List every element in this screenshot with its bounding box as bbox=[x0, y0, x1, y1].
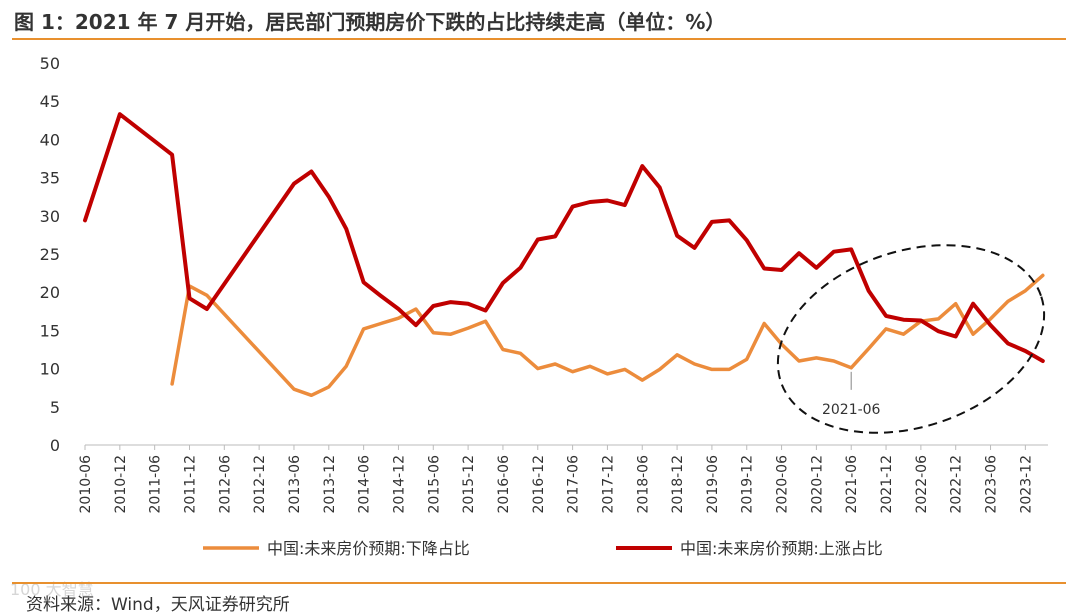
x-tick-label: 2013-06 bbox=[287, 455, 303, 514]
y-tick-label: 20 bbox=[40, 283, 60, 302]
source-note: 资料来源：Wind，天风证券研究所 bbox=[26, 595, 290, 615]
source-divider bbox=[12, 582, 1066, 584]
y-tick-label: 45 bbox=[40, 92, 60, 111]
x-tick-label: 2016-12 bbox=[531, 455, 547, 514]
x-tick-label: 2010-06 bbox=[78, 455, 94, 514]
x-tick-label: 2015-06 bbox=[426, 455, 442, 514]
x-tick-label: 2012-12 bbox=[252, 455, 268, 514]
x-tick-label: 2021-06 bbox=[844, 455, 860, 514]
series-layer bbox=[83, 112, 1045, 398]
y-tick-label: 40 bbox=[40, 130, 60, 149]
legend-label: 中国:未来房价预期:上涨占比 bbox=[680, 539, 883, 558]
x-tick-label: 2011-12 bbox=[182, 455, 198, 514]
x-tick-label: 2021-12 bbox=[879, 455, 895, 514]
highlight-ellipse bbox=[776, 244, 1046, 434]
y-tick-label: 0 bbox=[50, 436, 60, 455]
annotation-layer: 2021-06 bbox=[776, 244, 1046, 434]
x-tick-label: 2015-12 bbox=[461, 455, 477, 513]
x-tick-label: 2014-12 bbox=[391, 455, 407, 514]
x-tick-label: 2020-12 bbox=[809, 455, 825, 514]
x-tick-label: 2013-12 bbox=[322, 455, 338, 514]
x-tick-label: 2022-06 bbox=[914, 455, 930, 514]
x-tick-label: 2011-06 bbox=[148, 455, 164, 514]
annotation-label: 2021-06 bbox=[822, 402, 881, 418]
x-tick-label: 2023-06 bbox=[984, 455, 1000, 514]
series-line-rise bbox=[83, 112, 1045, 363]
y-tick-label: 35 bbox=[40, 169, 60, 188]
x-tick-label: 2023-12 bbox=[1018, 455, 1034, 514]
x-tick-label: 2018-12 bbox=[670, 455, 686, 514]
x-tick-label: 2016-06 bbox=[496, 455, 512, 514]
x-tick-label: 2019-12 bbox=[740, 455, 756, 514]
x-tick-label: 2012-06 bbox=[217, 455, 233, 514]
chart-title: 图 1：2021 年 7 月开始，居民部门预期房价下跌的占比持续走高（单位：%） bbox=[14, 10, 726, 34]
y-tick-label: 5 bbox=[50, 398, 60, 417]
x-tick-label: 2019-06 bbox=[705, 455, 721, 514]
y-tick-label: 10 bbox=[40, 360, 60, 379]
y-tick-label: 30 bbox=[40, 207, 60, 226]
x-tick-label: 2022-12 bbox=[949, 455, 965, 514]
x-tick-label: 2010-12 bbox=[113, 455, 129, 514]
x-axis-ticks: 2010-06 2010-12 2011-06 2011-12 2012-06 2012-… bbox=[78, 445, 1034, 514]
x-tick-label: 2020-06 bbox=[775, 455, 791, 514]
x-tick-label: 2018-06 bbox=[635, 455, 651, 514]
legend: 中国:未来房价预期:下降占比 中国:未来房价预期:上涨占比 bbox=[203, 539, 883, 558]
y-tick-label: 25 bbox=[40, 245, 60, 264]
y-tick-label: 50 bbox=[40, 54, 60, 73]
x-tick-label: 2017-06 bbox=[566, 455, 582, 514]
series-line-fall bbox=[170, 273, 1045, 398]
title-divider bbox=[12, 38, 1066, 40]
x-tick-label: 2014-06 bbox=[357, 455, 373, 514]
legend-label: 中国:未来房价预期:下降占比 bbox=[267, 539, 470, 558]
y-tick-label: 15 bbox=[40, 321, 60, 340]
watermark: 100 大智慧 bbox=[10, 580, 94, 599]
x-tick-label: 2017-12 bbox=[600, 455, 616, 514]
y-axis-ticks: 0 5 10 15 20 25 30 35 40 45 50 bbox=[40, 54, 60, 455]
